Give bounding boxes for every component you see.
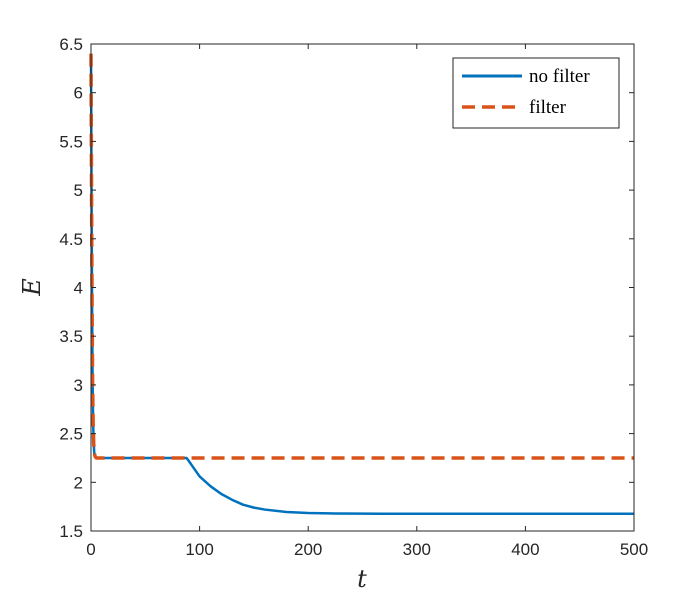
- y-axis-label: E: [18, 278, 46, 297]
- y-tick-label: 6: [74, 84, 83, 103]
- y-tick-label: 4.5: [59, 230, 83, 249]
- tick-layer: 0 100 200 300 400 500 1.5 2 2.5 3 3.5 4 4.5 5 5.5 6 6.5: [59, 35, 648, 559]
- y-tick-label: 1.5: [59, 522, 83, 541]
- x-tick-label: 0: [86, 540, 95, 559]
- x-axis-label: t: [357, 565, 367, 593]
- legend-label-filter: filter: [529, 97, 567, 118]
- legend-label-no-filter: no filter: [529, 66, 590, 87]
- x-tick-label: 300: [403, 540, 431, 559]
- y-tick-label: 3.5: [59, 327, 83, 346]
- series-line-filter: [89, 53, 634, 460]
- y-tick-label: 5.5: [59, 132, 83, 151]
- y-tick-label: 6.5: [59, 35, 83, 54]
- y-tick-label: 2: [74, 473, 83, 492]
- y-tick-label: 4: [74, 279, 83, 298]
- y-tick-label: 3: [74, 376, 83, 395]
- y-tick-label: 2.5: [59, 425, 83, 444]
- x-tick-label: 400: [511, 540, 539, 559]
- x-tick-label: 100: [185, 540, 213, 559]
- y-tick-label: 5: [74, 181, 83, 200]
- x-tick-label: 200: [294, 540, 322, 559]
- series-layer: [89, 53, 634, 516]
- legend-box: [452, 57, 620, 129]
- x-tick-label: 500: [620, 540, 648, 559]
- legend: no filter filter: [452, 57, 620, 129]
